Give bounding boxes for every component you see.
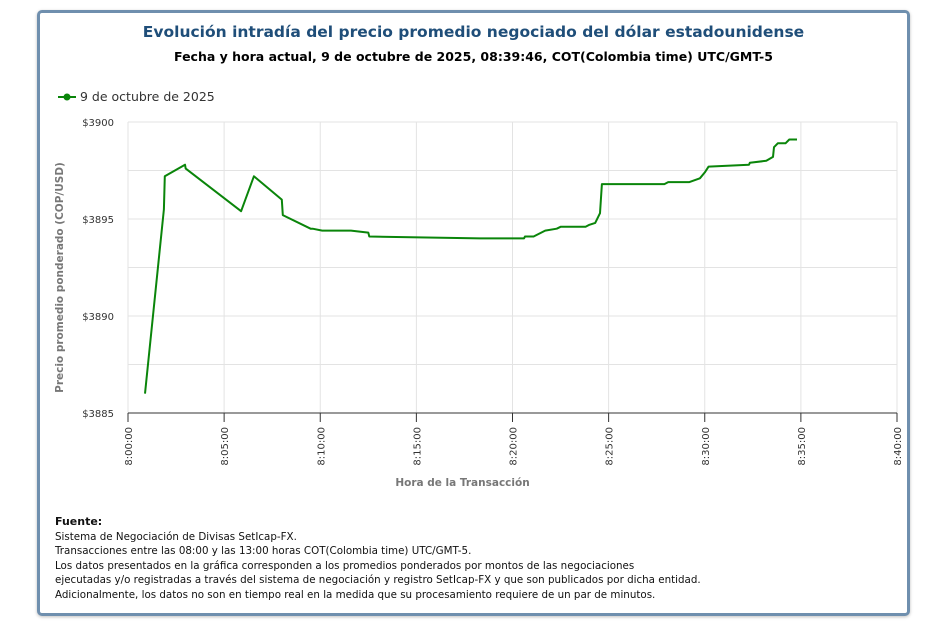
source-line: Los datos presentados en la gráfica corr… xyxy=(55,559,635,572)
x-tick-label: 8:25:00 xyxy=(605,427,616,466)
legend-label: 9 de octubre de 2025 xyxy=(80,89,215,104)
x-tick-label: 8:00:00 xyxy=(124,427,135,466)
line-chart: 8:00:00 8:05:00 8:10:00 8:15:00 8:20:00 8:25:… xyxy=(54,118,904,489)
x-tick-label: 8:15:00 xyxy=(412,427,423,466)
y-tick-label: $3900 xyxy=(82,118,114,129)
source-line: ejecutadas y/o registradas a través del … xyxy=(55,574,701,587)
source-line: Sistema de Negociación de Divisas SetIca… xyxy=(55,530,297,543)
series-line xyxy=(144,138,797,394)
x-tick-label: 8:20:00 xyxy=(509,427,520,466)
x-tick-label: 8:40:00 xyxy=(893,427,904,466)
y-axis-title: Precio promedio ponderado (COP/USD) xyxy=(54,162,66,393)
source-line: Transacciones entre las 08:00 y las 13:0… xyxy=(55,545,472,558)
legend-item[interactable]: 9 de octubre de 2025 xyxy=(58,89,215,104)
chart-title: Evolución intradía del precio promedio n… xyxy=(142,23,805,41)
source-heading: Fuente: xyxy=(55,515,103,528)
y-tick-label: $3890 xyxy=(82,312,114,323)
x-tick-label: 8:35:00 xyxy=(797,427,808,466)
y-tick-label: $3885 xyxy=(82,409,114,420)
x-axis-title: Hora de la Transacción xyxy=(395,477,529,489)
source-line: Adicionalmente, los datos no son en tiem… xyxy=(55,588,656,601)
y-tick-label: $3895 xyxy=(82,215,114,226)
chart-panel: Evolución intradía del precio promedio n… xyxy=(37,10,910,616)
x-tick-label: 8:10:00 xyxy=(316,427,327,466)
x-tick-label: 8:05:00 xyxy=(220,427,231,466)
legend-line-marker-icon xyxy=(58,93,76,100)
chart-subtitle: Fecha y hora actual, 9 de octubre de 202… xyxy=(174,49,773,64)
source-note: Fuente: Sistema de Negociación de Divisa… xyxy=(55,515,701,603)
x-tick-label: 8:30:00 xyxy=(701,427,712,466)
